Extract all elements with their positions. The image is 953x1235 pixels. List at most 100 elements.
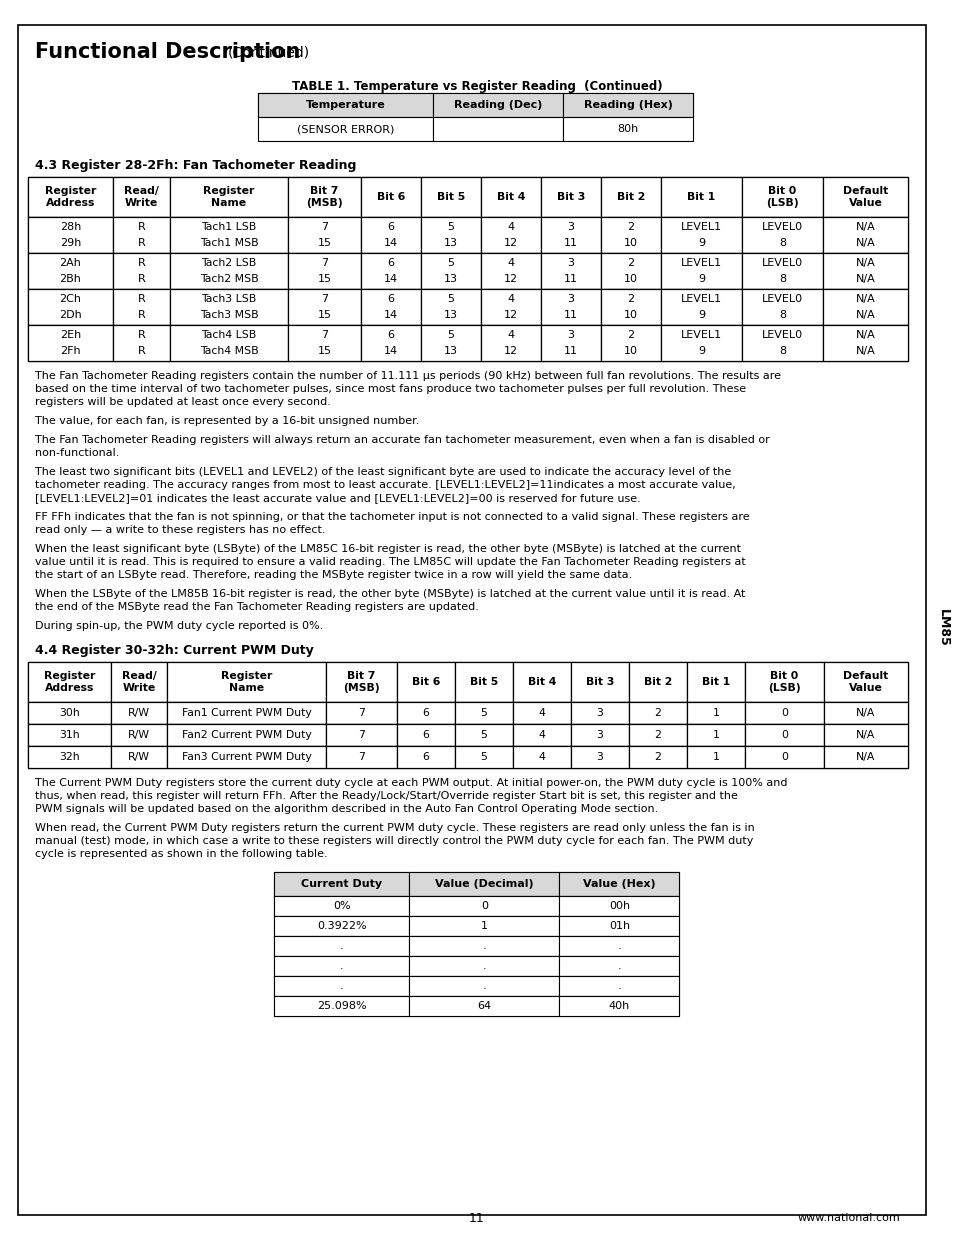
Bar <box>274 956 679 976</box>
Bar <box>28 177 112 217</box>
Bar <box>420 217 480 253</box>
Text: 5: 5 <box>480 752 487 762</box>
Text: Register
Name: Register Name <box>220 671 272 693</box>
Text: 4: 4 <box>538 730 545 740</box>
Text: value until it is read. This is required to ensure a valid reading. The LM85C wi: value until it is read. This is required… <box>35 557 745 567</box>
Text: 40h: 40h <box>608 1002 630 1011</box>
Bar <box>170 289 288 325</box>
Text: 11: 11 <box>563 274 578 284</box>
Bar <box>513 724 571 746</box>
Text: PWM signals will be updated based on the algorithm described in the Auto Fan Con: PWM signals will be updated based on the… <box>35 804 658 814</box>
Bar <box>288 289 360 325</box>
Text: www.national.com: www.national.com <box>797 1213 899 1223</box>
Bar <box>741 325 822 361</box>
Text: R/W: R/W <box>128 708 150 718</box>
Text: LEVEL0: LEVEL0 <box>761 222 802 232</box>
Bar <box>288 325 360 361</box>
Text: LEVEL0: LEVEL0 <box>761 258 802 268</box>
Bar <box>111 724 167 746</box>
Bar <box>822 289 907 325</box>
Text: Bit 5: Bit 5 <box>436 191 465 203</box>
Bar <box>360 289 420 325</box>
Text: N/A: N/A <box>856 752 875 762</box>
Bar <box>540 253 600 289</box>
Text: R/W: R/W <box>128 730 150 740</box>
Text: LEVEL1: LEVEL1 <box>680 258 721 268</box>
Text: Bit 0
(LSB): Bit 0 (LSB) <box>767 671 800 693</box>
Text: .: . <box>482 941 486 951</box>
Bar <box>409 995 558 1016</box>
Text: 0%: 0% <box>333 902 351 911</box>
Text: 2Eh: 2Eh <box>60 330 81 340</box>
Bar <box>822 217 907 253</box>
Bar <box>257 93 433 117</box>
Text: 0.3922%: 0.3922% <box>316 921 366 931</box>
Text: 11: 11 <box>563 310 578 320</box>
Text: R: R <box>137 222 145 232</box>
Text: Register
Address: Register Address <box>45 186 96 207</box>
Text: Temperature: Temperature <box>305 100 385 110</box>
Bar <box>686 746 744 768</box>
Text: .: . <box>340 941 343 951</box>
Bar <box>744 746 823 768</box>
Bar <box>28 289 907 325</box>
Bar <box>558 897 679 916</box>
Text: 31h: 31h <box>59 730 80 740</box>
Text: LEVEL1: LEVEL1 <box>680 330 721 340</box>
Text: 0: 0 <box>781 708 787 718</box>
Text: Fan1 Current PWM Duty: Fan1 Current PWM Duty <box>181 708 311 718</box>
Text: Functional Description: Functional Description <box>35 42 300 62</box>
Text: read only — a write to these registers has no effect.: read only — a write to these registers h… <box>35 525 325 535</box>
Text: 3: 3 <box>567 222 574 232</box>
Bar <box>28 724 907 746</box>
Bar <box>686 724 744 746</box>
Text: .: . <box>617 941 620 951</box>
Text: non-functional.: non-functional. <box>35 448 119 458</box>
Text: 8: 8 <box>778 274 785 284</box>
Text: TABLE 1. Temperature vs Register Reading  (Continued): TABLE 1. Temperature vs Register Reading… <box>292 80 661 93</box>
Text: 0: 0 <box>781 752 787 762</box>
Bar <box>409 936 558 956</box>
Bar <box>420 325 480 361</box>
Bar <box>686 662 744 701</box>
Text: N/A: N/A <box>855 274 875 284</box>
Text: tachometer reading. The accuracy ranges from most to least accurate. [LEVEL1:LEV: tachometer reading. The accuracy ranges … <box>35 480 735 490</box>
Bar <box>28 325 112 361</box>
Bar <box>409 916 558 936</box>
Text: The Fan Tachometer Reading registers will always return an accurate fan tachomet: The Fan Tachometer Reading registers wil… <box>35 435 769 445</box>
Text: 7: 7 <box>357 752 365 762</box>
Bar <box>28 325 907 361</box>
Bar <box>274 976 679 995</box>
Text: (SENSOR ERROR): (SENSOR ERROR) <box>296 124 394 135</box>
Text: 12: 12 <box>503 238 517 248</box>
Bar <box>686 701 744 724</box>
Bar <box>823 724 907 746</box>
Bar <box>274 916 409 936</box>
Text: When read, the Current PWM Duty registers return the current PWM duty cycle. The: When read, the Current PWM Duty register… <box>35 823 754 832</box>
Text: FF FFh indicates that the fan is not spinning, or that the tachometer input is n: FF FFh indicates that the fan is not spi… <box>35 513 749 522</box>
Text: Bit 0
(LSB): Bit 0 (LSB) <box>765 186 798 207</box>
Bar <box>558 956 679 976</box>
Bar <box>288 217 360 253</box>
Bar <box>360 325 420 361</box>
Text: N/A: N/A <box>855 330 875 340</box>
Text: (Continued): (Continued) <box>228 44 310 59</box>
Bar <box>480 217 540 253</box>
Text: LEVEL0: LEVEL0 <box>761 294 802 304</box>
Text: 6: 6 <box>387 330 395 340</box>
Bar <box>420 253 480 289</box>
Text: 9: 9 <box>698 346 704 356</box>
Text: 11: 11 <box>469 1212 484 1224</box>
Text: 1: 1 <box>480 921 488 931</box>
Text: Bit 6: Bit 6 <box>412 677 439 687</box>
Text: 10: 10 <box>623 274 638 284</box>
Text: 11: 11 <box>563 238 578 248</box>
Text: 2Fh: 2Fh <box>60 346 81 356</box>
Bar <box>600 289 660 325</box>
Text: 3: 3 <box>567 294 574 304</box>
Bar <box>326 662 396 701</box>
Text: 4: 4 <box>507 294 514 304</box>
Bar <box>28 253 907 289</box>
Text: 01h: 01h <box>608 921 629 931</box>
Text: N/A: N/A <box>855 310 875 320</box>
